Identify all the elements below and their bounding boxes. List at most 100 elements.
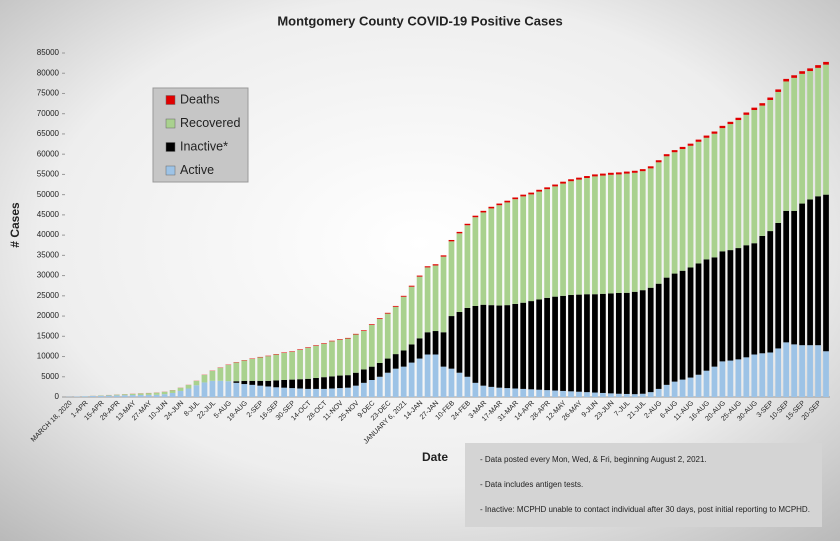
bar-segment bbox=[480, 304, 487, 386]
notes: - Data posted every Mon, Wed, & Fri, beg… bbox=[480, 455, 810, 514]
bar-segment bbox=[352, 372, 359, 386]
bar-segment bbox=[584, 392, 590, 397]
bar-segment bbox=[576, 179, 582, 295]
bar-segment bbox=[456, 372, 463, 397]
notes-box bbox=[465, 443, 822, 527]
bar-segment bbox=[735, 359, 742, 397]
bar-segment bbox=[472, 215, 479, 218]
bar-segment bbox=[329, 388, 335, 397]
legend-label: Recovered bbox=[180, 116, 240, 130]
bar-segment bbox=[807, 71, 813, 200]
y-tick-label: 25000 bbox=[37, 291, 60, 300]
bar-segment bbox=[105, 395, 112, 396]
bar-segment bbox=[600, 293, 606, 393]
bar-segment bbox=[209, 380, 216, 397]
bar-segment bbox=[711, 366, 718, 397]
bar-segment bbox=[129, 393, 136, 396]
y-tick-label: 20000 bbox=[37, 311, 60, 320]
bar-segment bbox=[607, 174, 614, 294]
bar-segment bbox=[600, 392, 606, 397]
y-tick-label: 40000 bbox=[37, 230, 60, 239]
bar-segment bbox=[448, 239, 455, 242]
bar-segment bbox=[711, 131, 718, 134]
bar-segment bbox=[799, 203, 805, 346]
y-tick-label: 10000 bbox=[37, 352, 60, 361]
bar-segment bbox=[639, 393, 646, 397]
bar-segment bbox=[552, 186, 558, 297]
bar-segment bbox=[687, 377, 694, 397]
bar-segment bbox=[536, 189, 543, 192]
bar-segment bbox=[799, 71, 805, 74]
bar-segment bbox=[201, 374, 208, 383]
bar-segment bbox=[568, 295, 574, 392]
bar-segment bbox=[520, 302, 527, 389]
bar-segment bbox=[504, 305, 511, 389]
bar-segment bbox=[671, 273, 678, 382]
bar-segment bbox=[687, 145, 694, 268]
bar-segment bbox=[791, 75, 798, 78]
bar-segment bbox=[416, 358, 423, 397]
bar-segment bbox=[201, 382, 208, 397]
bar-segment bbox=[528, 389, 535, 397]
bar-segment bbox=[297, 349, 303, 350]
bar-segment bbox=[360, 330, 367, 331]
bar-segment bbox=[225, 364, 232, 382]
bar-segment bbox=[281, 380, 288, 388]
bar-segment bbox=[384, 312, 391, 314]
bar-segment bbox=[600, 173, 606, 176]
bar-segment bbox=[671, 152, 678, 274]
bar-segment bbox=[480, 385, 487, 397]
bar-segment bbox=[544, 297, 550, 391]
bar-segment bbox=[185, 388, 192, 397]
bar-segment bbox=[655, 162, 662, 284]
bar-segment bbox=[352, 334, 359, 373]
bar-segment bbox=[289, 379, 295, 389]
bar-segment bbox=[352, 333, 359, 335]
bar-segment bbox=[727, 360, 734, 397]
bar-segment bbox=[352, 385, 359, 397]
bar-segment bbox=[424, 266, 431, 268]
bar-segment bbox=[193, 385, 200, 397]
bar-segment bbox=[456, 231, 463, 234]
bar-segment bbox=[592, 294, 598, 393]
legend-swatch bbox=[165, 118, 176, 129]
bar-segment bbox=[592, 174, 598, 177]
bar-segment bbox=[305, 388, 311, 397]
bar-segment bbox=[416, 338, 423, 359]
bar-segment bbox=[727, 124, 734, 251]
bar-segment bbox=[488, 386, 495, 397]
bar-segment bbox=[424, 267, 431, 333]
bar-segment bbox=[392, 306, 399, 355]
bar-segment bbox=[735, 117, 742, 121]
bar-segment bbox=[472, 217, 479, 306]
bar-segment bbox=[727, 121, 734, 125]
bar-segment bbox=[679, 149, 686, 271]
bar-segment bbox=[289, 388, 295, 397]
bar-segment bbox=[767, 99, 774, 232]
bar-segment bbox=[321, 343, 327, 344]
bar-segment bbox=[313, 388, 319, 397]
bar-segment bbox=[376, 318, 383, 364]
bar-segment bbox=[663, 154, 670, 157]
bar-segment bbox=[329, 340, 335, 342]
legend-swatch bbox=[165, 142, 176, 152]
bar-segment bbox=[400, 366, 407, 397]
bar-segment bbox=[544, 187, 550, 190]
bar-segment bbox=[384, 358, 391, 373]
bar-segment bbox=[663, 277, 670, 385]
bar-segment bbox=[265, 380, 272, 387]
bar-segment bbox=[647, 168, 654, 288]
bar-segment bbox=[305, 378, 311, 389]
bar-segment bbox=[631, 172, 638, 292]
bar-segment bbox=[584, 176, 590, 179]
bar-segment bbox=[313, 345, 319, 378]
bar-segment bbox=[576, 177, 582, 180]
bar-segment bbox=[775, 222, 782, 349]
bar-segment bbox=[281, 352, 288, 381]
bar-segment bbox=[416, 275, 423, 277]
bar-segment bbox=[297, 349, 303, 380]
bar-segment bbox=[345, 387, 351, 397]
bar-segment bbox=[392, 368, 399, 397]
bar-segment bbox=[767, 97, 774, 100]
